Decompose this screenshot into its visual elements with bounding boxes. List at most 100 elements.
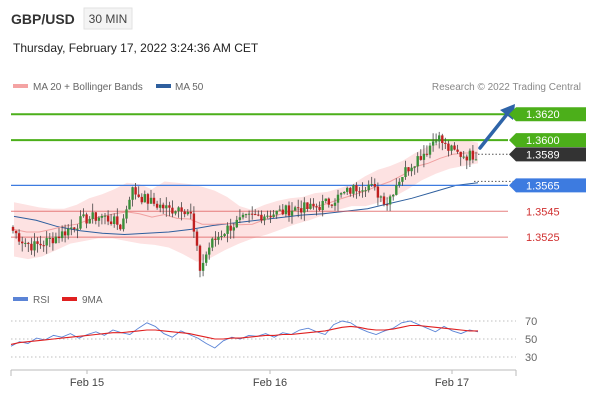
moving-averages <box>13 152 479 236</box>
candle-body <box>382 196 386 205</box>
candle-body <box>398 181 401 186</box>
candle-body <box>290 210 294 216</box>
candle-body <box>269 215 272 217</box>
rsi-tick-label-2: 30 <box>525 352 537 364</box>
current-price-label: 1.3589 <box>509 147 586 162</box>
candle-body <box>198 245 202 271</box>
candle-body <box>438 135 441 142</box>
trend-arrow <box>478 104 515 150</box>
timestamp: Thursday, February 17, 2022 3:24:36 AM C… <box>13 41 259 55</box>
candle-body <box>450 145 453 151</box>
candle-body <box>201 262 205 271</box>
candle-body <box>306 202 309 209</box>
candle-body <box>122 218 125 230</box>
candle-body <box>355 185 358 192</box>
candle-body <box>413 166 416 168</box>
legend-swatch-ma20 <box>13 84 28 88</box>
candle-body <box>21 241 24 244</box>
x-tick-label-0: Feb 15 <box>70 377 104 389</box>
candle-body <box>73 227 76 230</box>
candle-body <box>186 211 189 215</box>
candle-body <box>247 213 251 215</box>
candle-body <box>100 216 104 218</box>
candle-body <box>388 196 392 205</box>
candle-body <box>180 207 183 212</box>
level-label-2-bg <box>509 178 586 193</box>
legend-swatch-ma50 <box>156 84 171 88</box>
candle-body <box>195 231 199 246</box>
candle-body <box>456 149 459 152</box>
candle-body <box>24 242 27 244</box>
candle-body <box>471 150 475 160</box>
candle-body <box>281 209 284 215</box>
bollinger-band-area <box>14 140 478 262</box>
candle-body <box>453 145 456 150</box>
level-label-4-text: 1.3525 <box>526 232 560 244</box>
candle-body <box>60 231 64 239</box>
candle-body <box>422 153 426 160</box>
timeframe-badge[interactable] <box>83 7 133 30</box>
candle-body <box>444 142 447 144</box>
legend-swatch-rsi <box>13 297 28 301</box>
candle-body <box>266 215 269 217</box>
candlesticks <box>11 131 478 278</box>
rsi-panel: 70 50 30 <box>10 316 537 364</box>
candle-body <box>226 225 229 234</box>
candle-body <box>324 198 327 201</box>
candle-body <box>468 150 472 161</box>
level-label-3: 1.3545 <box>526 206 560 218</box>
candle-body <box>168 205 171 208</box>
candle-body <box>392 194 395 197</box>
rsi-tick-label-1: 50 <box>525 334 537 346</box>
candle-body <box>441 135 444 143</box>
candle-body <box>459 151 462 157</box>
candle-body <box>303 202 306 213</box>
candle-body <box>137 194 140 197</box>
timeframe-label[interactable]: 30 MIN <box>89 12 128 26</box>
candle-body <box>67 228 70 236</box>
candle-body <box>474 159 478 161</box>
candle-body <box>330 204 334 206</box>
candle-body <box>27 242 30 244</box>
candle-body <box>367 184 370 191</box>
candle-body <box>229 225 232 231</box>
candle-body <box>88 218 91 224</box>
candle-body <box>419 156 422 160</box>
candle-body <box>343 192 346 194</box>
candle-body <box>36 241 39 244</box>
rsi-legend-label: RSI <box>33 295 50 306</box>
candle-body <box>57 236 61 239</box>
level-label-1-text: 1.3600 <box>526 135 560 147</box>
candle-body <box>63 231 67 236</box>
candle-body <box>214 238 217 240</box>
candle-body <box>407 167 410 172</box>
x-tick-label-1: Feb 16 <box>253 377 287 389</box>
candle-body <box>91 212 94 219</box>
level-label-1-bg <box>509 133 586 148</box>
candle-body <box>149 197 153 204</box>
candle-body <box>416 156 419 167</box>
level-labels: 1.3620 1.3600 1.3565 1.3545 1.3525 1.3589 <box>509 107 586 244</box>
rsi-series-1 <box>10 324 478 345</box>
candle-body <box>395 185 398 195</box>
current-price-label-bg <box>509 147 586 162</box>
candle-body <box>379 196 383 198</box>
candle-body <box>70 227 73 229</box>
candle-body <box>336 194 340 203</box>
ma20-line <box>13 152 478 233</box>
level-label-0-bg <box>509 107 586 122</box>
candle-body <box>189 211 192 214</box>
candle-body <box>48 238 51 239</box>
candle-body <box>238 217 242 220</box>
candle-body <box>312 203 315 207</box>
candle-body <box>192 213 196 232</box>
candle-body <box>109 221 113 224</box>
candle-body <box>339 193 343 195</box>
candle-body <box>315 206 318 208</box>
candle-body <box>220 236 223 237</box>
candle-body <box>42 245 45 247</box>
9ma-legend-label: 9MA <box>82 295 103 306</box>
candle-body <box>349 187 352 194</box>
candle-body <box>263 216 266 221</box>
